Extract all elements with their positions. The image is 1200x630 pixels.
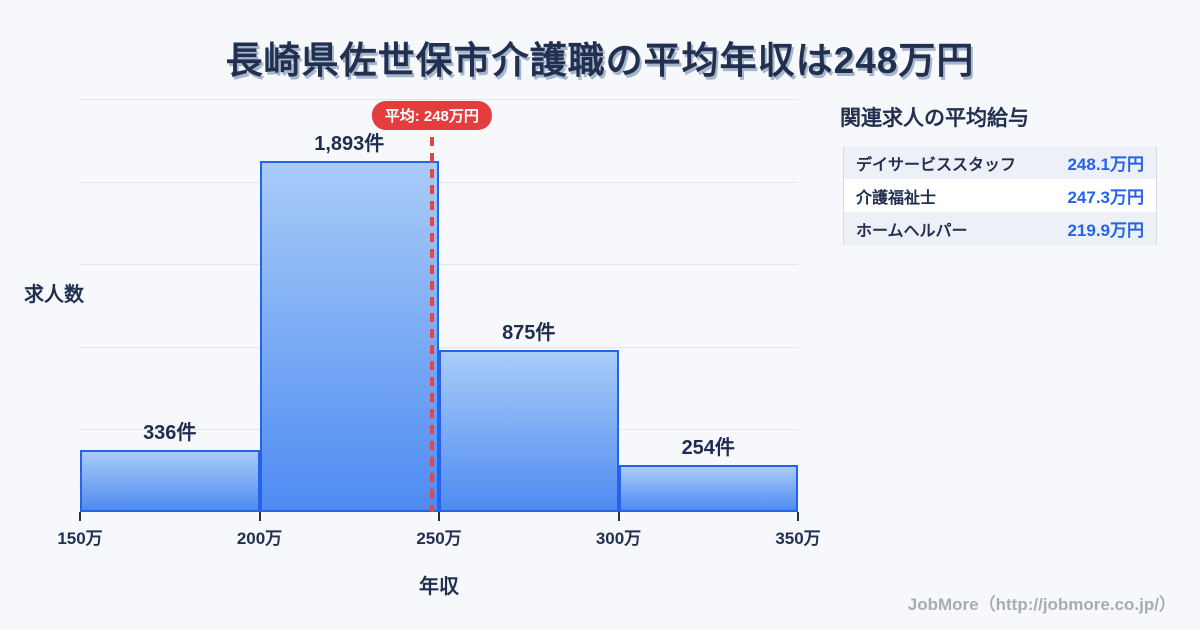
x-axis-tick-label: 150万 xyxy=(57,529,103,548)
related-job-label: デイサービススタッフ xyxy=(856,156,1017,174)
x-axis-tick xyxy=(797,512,799,521)
average-line xyxy=(429,137,434,512)
footer-credit: JobMore（http://jobmore.co.jp/） xyxy=(907,595,1176,614)
related-job-row: 介護福祉士 247.3万円 xyxy=(844,179,1156,212)
x-axis-tick-label: 300万 xyxy=(595,529,642,548)
x-axis-tick-label: 200万 xyxy=(236,529,283,548)
bar-value-label: 254件 xyxy=(681,437,735,459)
histogram-bar xyxy=(439,350,619,512)
related-jobs-panel-title: 関連求人の平均給与 xyxy=(840,107,1029,130)
x-axis-tick xyxy=(438,512,440,521)
x-axis-tick xyxy=(258,512,261,521)
x-axis-tick-label: 350万 xyxy=(775,529,821,548)
average-badge: 平均: 248万円 xyxy=(371,101,492,130)
x-axis-tick-label: 250万 xyxy=(416,529,462,548)
y-axis-label: 求人数 xyxy=(24,284,84,306)
related-job-salary: 219.9万円 xyxy=(1067,221,1144,240)
histogram-bar xyxy=(618,465,798,512)
bar-value-label: 336件 xyxy=(143,422,197,444)
related-jobs-list: デイサービススタッフ 248.1万円介護福祉士 247.3万円ホームヘルパー 219.… xyxy=(843,146,1157,245)
gridline xyxy=(80,99,798,100)
related-job-salary: 248.1万円 xyxy=(1067,155,1144,174)
related-job-label: ホームヘルパー xyxy=(856,222,968,240)
histogram-bar xyxy=(80,450,260,512)
related-job-label: 介護福祉士 xyxy=(856,189,937,207)
gridline xyxy=(80,264,798,266)
gridline xyxy=(80,181,798,183)
related-job-salary: 247.3万円 xyxy=(1067,188,1144,207)
x-axis-tick xyxy=(79,512,81,521)
bar-value-label: 1,893件 xyxy=(314,133,385,155)
gridline xyxy=(80,346,798,348)
related-job-row: デイサービススタッフ 248.1万円 xyxy=(844,146,1156,179)
x-axis-label: 年収 xyxy=(419,576,459,598)
x-axis-tick xyxy=(617,512,620,521)
histogram-plot-area: 平均: 248万円 336件 1,893件 875件 254件 150万 200万 250万… xyxy=(57,99,821,548)
histogram-bar xyxy=(259,161,439,512)
page-title: 長崎県佐世保市介護職の平均年収は248万円 xyxy=(225,40,975,81)
related-job-row: ホームヘルパー 219.9万円 xyxy=(844,212,1156,245)
bar-value-label: 875件 xyxy=(502,322,556,344)
